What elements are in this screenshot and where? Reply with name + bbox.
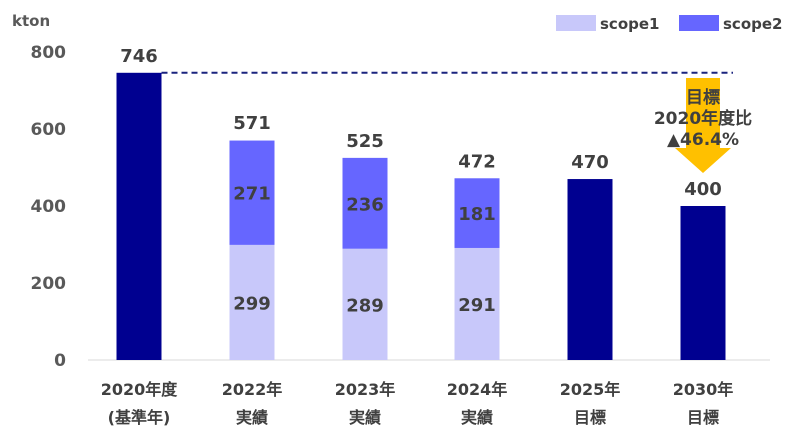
- segment-value-label: 299: [233, 293, 271, 314]
- legend-swatch: [556, 15, 596, 31]
- total-value-label: 470: [571, 152, 609, 173]
- total-value-label: 525: [346, 131, 384, 152]
- y-tick-label: 800: [31, 43, 67, 63]
- bar-segment: [229, 244, 275, 360]
- bar-segment: [342, 157, 388, 249]
- category-label: 実績: [349, 408, 381, 427]
- down-arrow-icon: [675, 78, 731, 173]
- category-label: 目標: [687, 408, 719, 427]
- y-axis-ticks: 0 200 400 600 800: [31, 43, 67, 371]
- category-label: 実績: [236, 408, 268, 427]
- annotation-text: ▲46.4%: [667, 130, 739, 150]
- legend-swatch: [679, 15, 719, 31]
- category-label: 実績: [461, 408, 493, 427]
- bar-segment: [454, 247, 500, 360]
- total-value-label: 746: [120, 46, 158, 67]
- category-label: (基準年): [108, 408, 171, 427]
- annotation-text: 2020年度比: [654, 108, 752, 129]
- category-label: 2030年: [673, 380, 734, 399]
- category-label: 目標: [574, 408, 606, 427]
- bar-segment: [342, 248, 388, 360]
- total-value-label: 571: [233, 113, 271, 134]
- category-label: 2022年: [222, 380, 283, 399]
- y-tick-label: 400: [31, 197, 67, 217]
- annotation-text: 目標: [686, 87, 720, 108]
- bars: 746 299 271 571 289 236 525 291 181 472 470 400: [116, 46, 726, 360]
- segment-value-label: 289: [346, 295, 384, 316]
- category-label: 2025年: [560, 380, 621, 399]
- y-tick-label: 600: [31, 120, 67, 140]
- segment-value-label: 291: [458, 295, 496, 316]
- legend: scope1 scope2: [556, 15, 782, 33]
- total-value-label: 472: [458, 151, 496, 172]
- category-label: 2024年: [447, 380, 508, 399]
- segment-value-label: 181: [458, 204, 496, 225]
- bar-segment: [229, 140, 275, 245]
- total-value-label: 400: [684, 179, 722, 200]
- segment-value-label: 271: [233, 184, 271, 205]
- y-tick-label: 0: [54, 351, 66, 371]
- bar-segment: [680, 206, 726, 360]
- legend-label: scope2: [723, 15, 782, 33]
- bar-segment: [454, 178, 500, 248]
- bar-segment: [116, 72, 162, 360]
- category-label: 2020年度: [101, 380, 179, 399]
- y-axis-unit: kton: [12, 12, 50, 30]
- legend-label: scope1: [600, 15, 659, 33]
- category-label: 2023年: [335, 380, 396, 399]
- segment-value-label: 236: [346, 194, 384, 215]
- bar-segment: [567, 179, 613, 360]
- y-tick-label: 200: [31, 274, 67, 294]
